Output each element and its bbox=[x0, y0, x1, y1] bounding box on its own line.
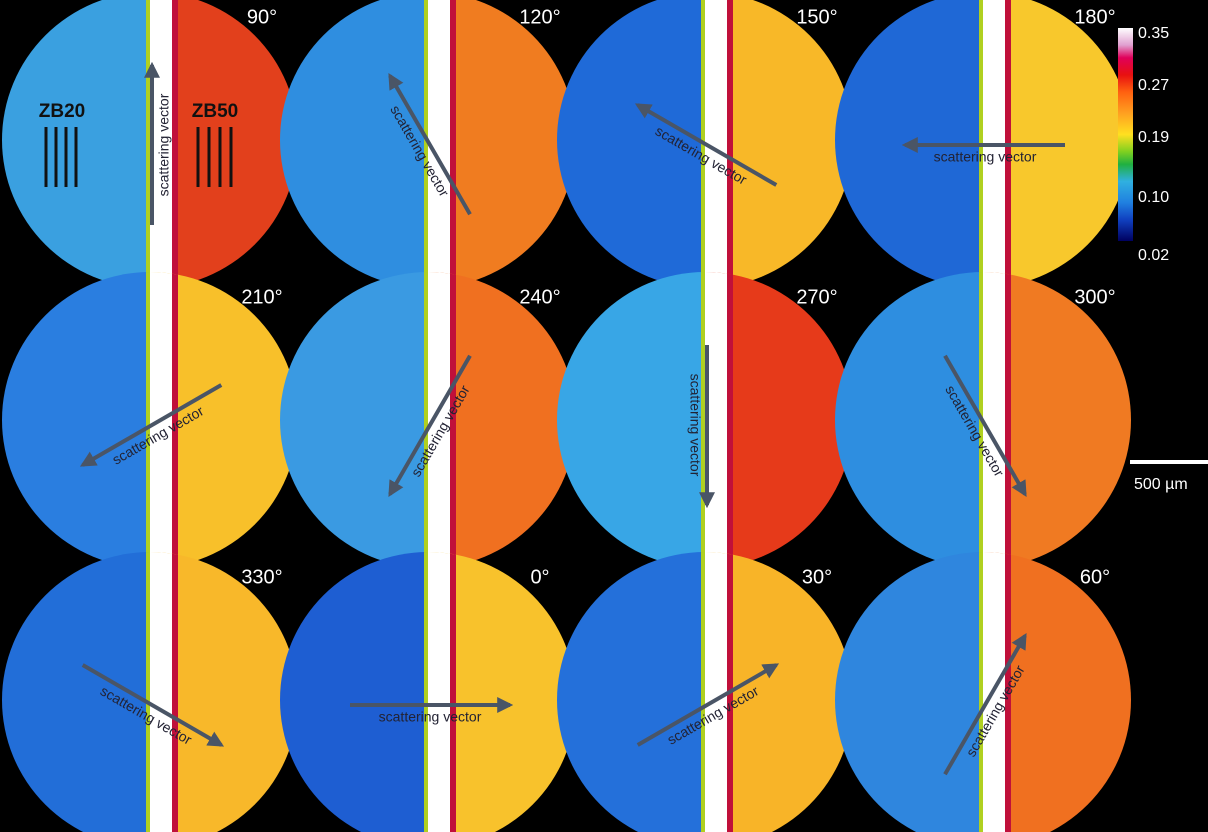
map bbox=[280, 272, 576, 568]
angle-label: 150° bbox=[796, 6, 837, 28]
scale-bar-label: 500 µm bbox=[1134, 476, 1188, 493]
colorbar-tick-label: 0.02 bbox=[1138, 247, 1169, 264]
left-region bbox=[835, 552, 983, 832]
figure: 90°scattering vector120°scattering vecto… bbox=[0, 0, 1208, 832]
angle-label: 120° bbox=[519, 6, 560, 28]
left-region bbox=[280, 552, 428, 832]
panel: 150°scattering vector bbox=[557, 0, 853, 288]
colorbar bbox=[1118, 28, 1133, 241]
edge-green bbox=[146, 0, 150, 288]
panel: 210°scattering vector bbox=[2, 272, 298, 568]
vector-label: scattering vector bbox=[156, 93, 172, 196]
edge-green bbox=[424, 272, 428, 568]
edge-red bbox=[727, 0, 733, 288]
panel: 180° scattering vector bbox=[835, 0, 1131, 288]
map bbox=[557, 552, 853, 832]
panel: 60°scattering vector bbox=[835, 552, 1131, 832]
panel: 30°scattering vector bbox=[557, 552, 853, 832]
angle-label: 270° bbox=[796, 286, 837, 308]
edge-green bbox=[146, 552, 150, 832]
left-region bbox=[557, 272, 705, 568]
angle-label: 0° bbox=[530, 566, 549, 588]
angle-label: 210° bbox=[241, 286, 282, 308]
gap bbox=[428, 552, 450, 832]
edge-green bbox=[146, 272, 150, 568]
panel: 270° scattering vector bbox=[557, 272, 853, 568]
panel: 300°scattering vector bbox=[835, 272, 1131, 568]
edge-red bbox=[172, 0, 178, 288]
vector-label: scattering vector bbox=[934, 149, 1037, 165]
panel: 120°scattering vector bbox=[280, 0, 576, 288]
angle-label: 330° bbox=[241, 566, 282, 588]
map bbox=[2, 272, 298, 568]
region-label: ZB50 bbox=[192, 101, 238, 122]
colorbar-tick-label: 0.27 bbox=[1138, 77, 1169, 94]
map bbox=[2, 552, 298, 832]
gap bbox=[983, 272, 1005, 568]
edge-green bbox=[424, 552, 428, 832]
vector-label: scattering vector bbox=[379, 709, 482, 725]
angle-label: 180° bbox=[1074, 6, 1115, 28]
edge-red bbox=[727, 272, 733, 568]
edge-red bbox=[1005, 272, 1011, 568]
vector-label: scattering vector bbox=[687, 374, 703, 477]
angle-label: 240° bbox=[519, 286, 560, 308]
region-label: ZB20 bbox=[39, 101, 85, 122]
angle-label: 30° bbox=[802, 566, 832, 588]
left-region bbox=[557, 552, 705, 832]
edge-red bbox=[450, 0, 456, 288]
colorbar-tick-label: 0.19 bbox=[1138, 129, 1169, 146]
map bbox=[835, 552, 1131, 832]
left-region bbox=[2, 272, 150, 568]
gap bbox=[150, 552, 172, 832]
angle-label: 60° bbox=[1080, 566, 1110, 588]
edge-green bbox=[979, 552, 983, 832]
angle-label: 300° bbox=[1074, 286, 1115, 308]
edge-red bbox=[172, 552, 178, 832]
edge-red bbox=[450, 552, 456, 832]
panel: 0° scattering vector bbox=[280, 552, 576, 832]
edge-green bbox=[701, 552, 705, 832]
colorbar-tick-label: 0.35 bbox=[1138, 25, 1169, 42]
map bbox=[280, 552, 576, 832]
panel: 240°scattering vector bbox=[280, 272, 576, 568]
angle-label: 90° bbox=[247, 6, 277, 28]
colorbar-tick-label: 0.10 bbox=[1138, 189, 1169, 206]
panel: 330°scattering vector bbox=[2, 552, 298, 832]
left-region bbox=[280, 0, 428, 288]
gap bbox=[705, 552, 727, 832]
left-region bbox=[280, 272, 428, 568]
